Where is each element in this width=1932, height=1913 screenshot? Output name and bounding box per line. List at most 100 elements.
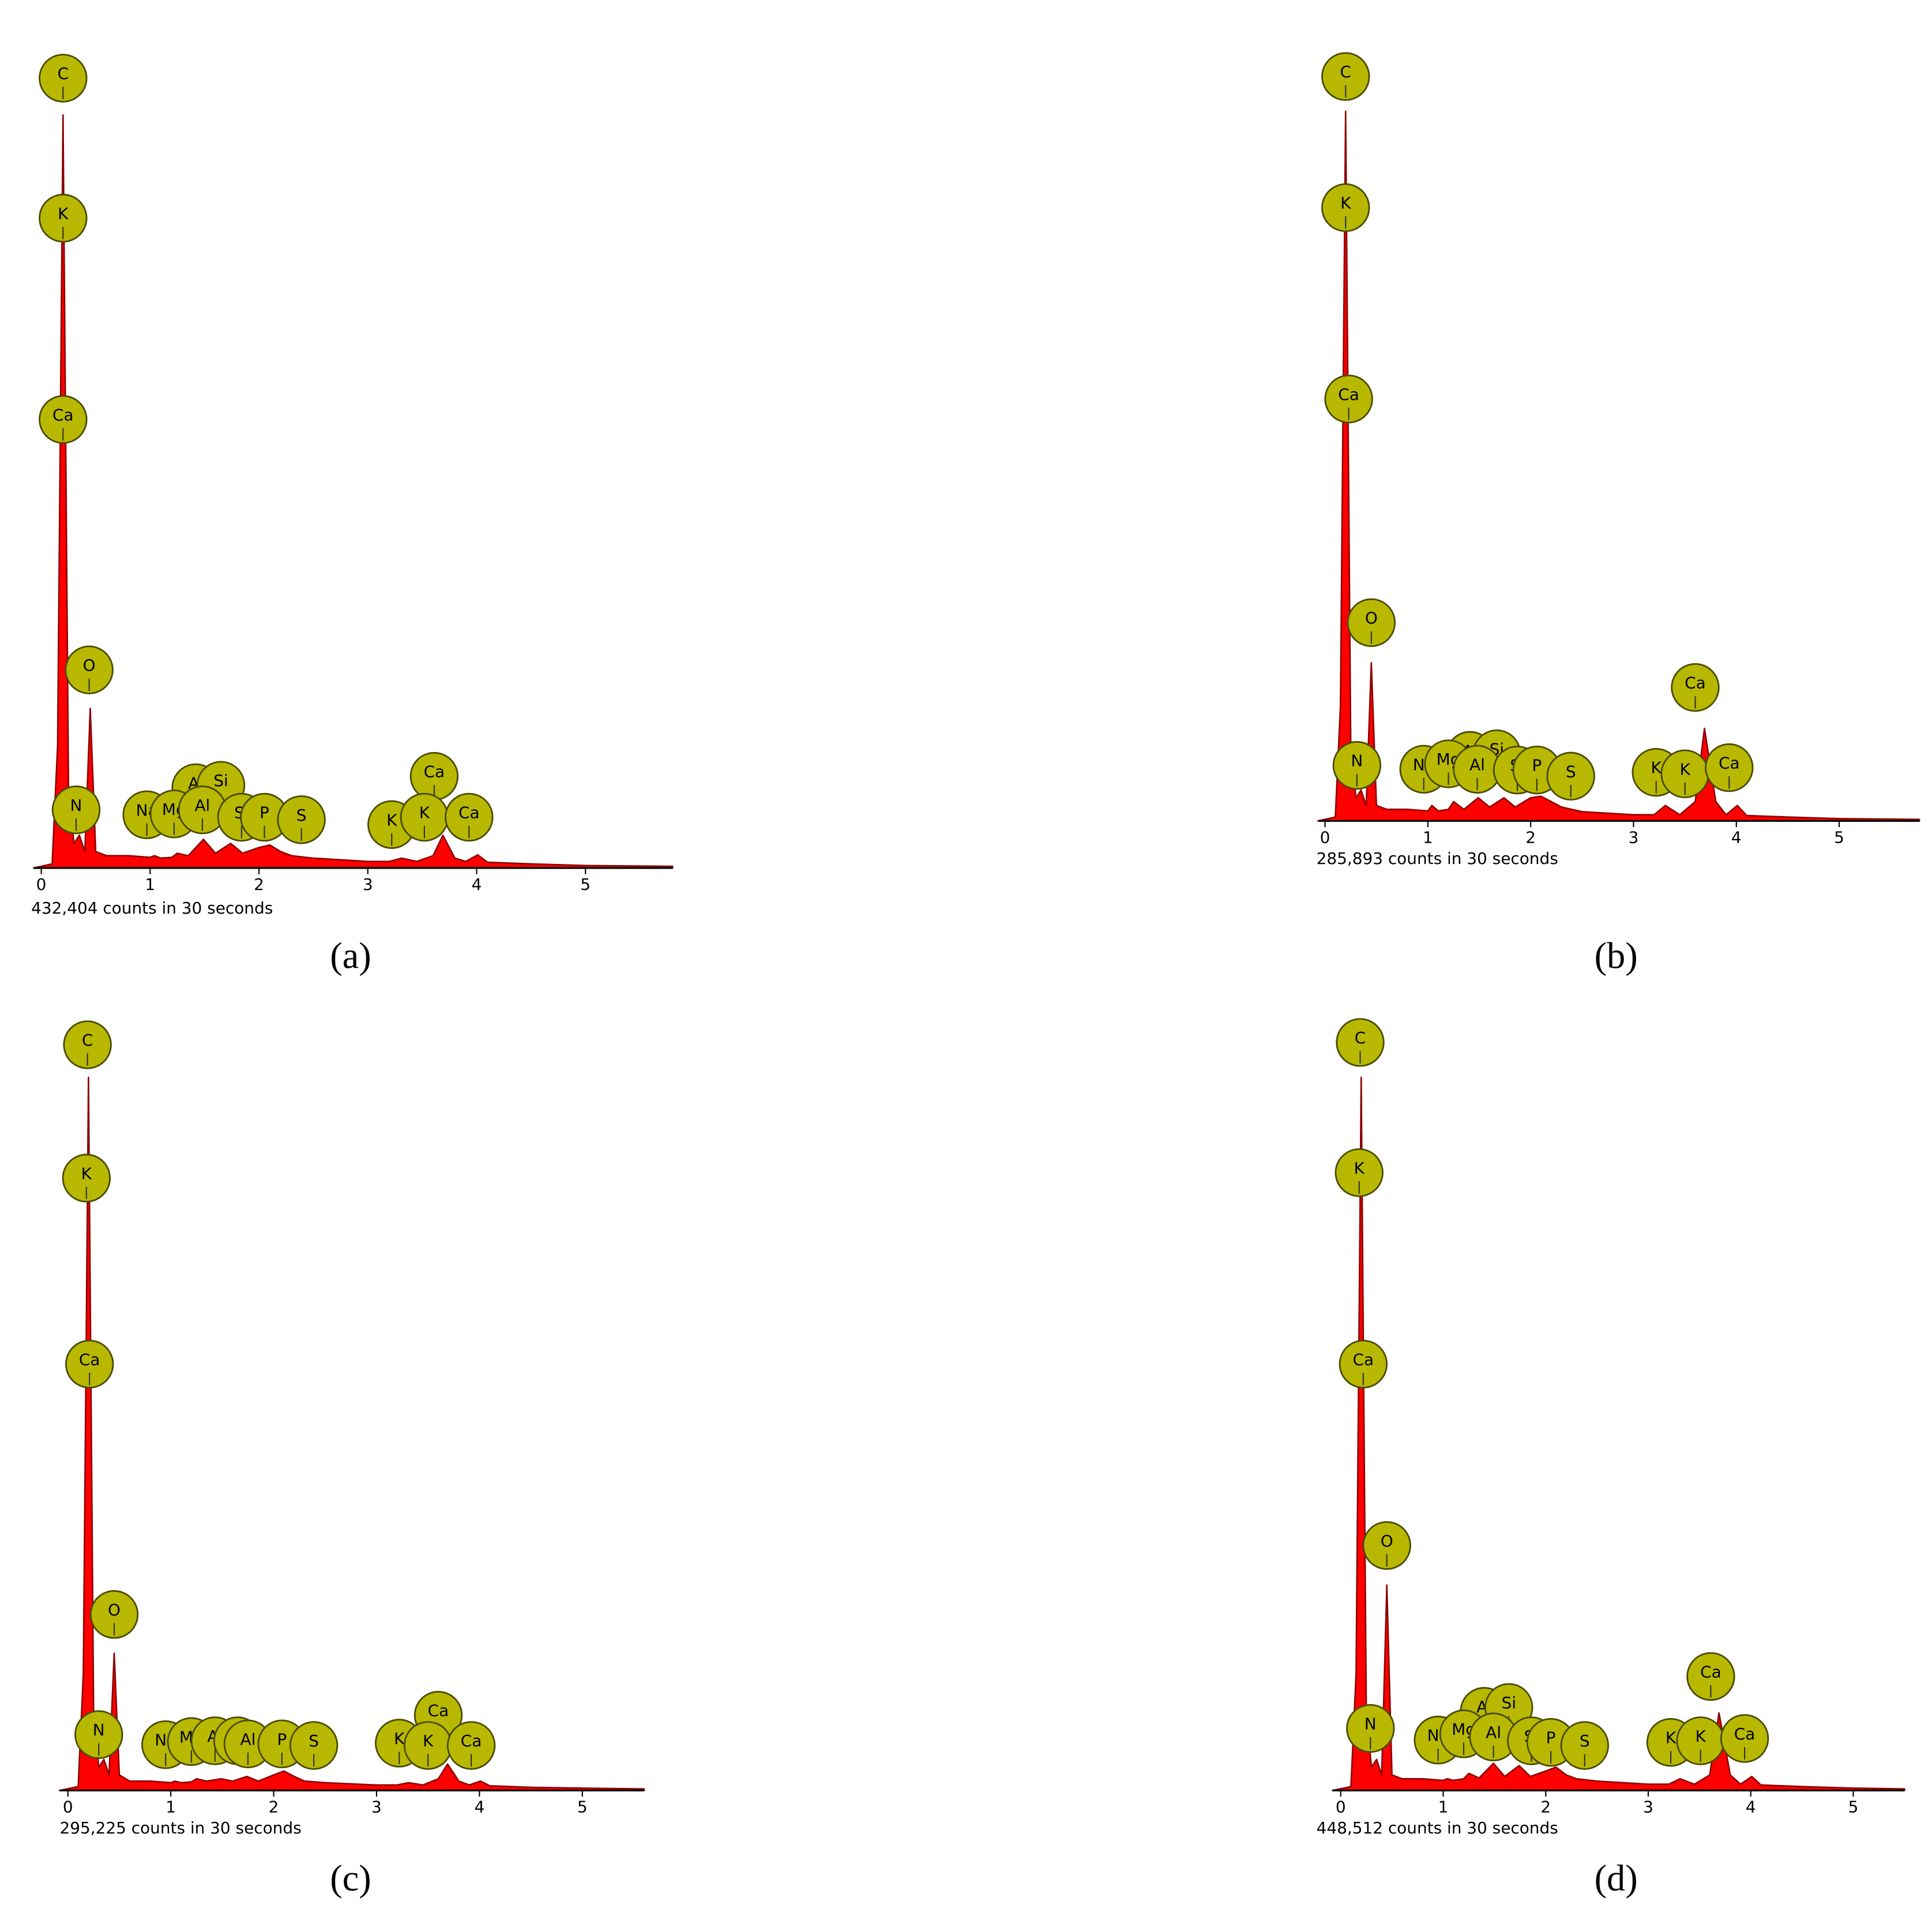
element-label: K	[1340, 194, 1351, 213]
element-label: Ca	[458, 803, 480, 822]
element-label: O	[83, 656, 96, 675]
element-label: C	[1355, 1028, 1366, 1047]
x-tick-label: 0	[36, 875, 47, 894]
element-label: K	[386, 810, 397, 829]
element-label: Ca	[428, 1701, 449, 1720]
element-marker	[1324, 374, 1373, 423]
element-label: P	[1532, 756, 1542, 775]
panel-label: (a)	[330, 935, 371, 976]
element-label: K	[81, 1164, 92, 1183]
element-marker	[65, 645, 114, 694]
element-label: C	[58, 64, 69, 83]
element-label: Ca	[52, 405, 74, 424]
element-label: P	[277, 1730, 287, 1749]
element-label: S	[309, 1731, 319, 1750]
x-tick-label: 5	[1848, 1798, 1859, 1817]
element-label: K	[1695, 1727, 1706, 1746]
element-label: O	[1381, 1531, 1393, 1550]
x-tick-label: 4	[474, 1798, 484, 1817]
x-tick-label: 3	[1643, 1798, 1653, 1817]
element-marker	[63, 1020, 112, 1069]
element-marker	[1332, 741, 1382, 790]
x-tick-label: 4	[472, 875, 482, 894]
panel-label: (c)	[330, 1858, 371, 1899]
element-marker	[445, 792, 494, 842]
x-tick-label: 0	[63, 1798, 73, 1817]
element-marker	[277, 795, 326, 844]
spectrum-area	[59, 1076, 645, 1791]
element-label: N	[1365, 1714, 1377, 1733]
x-tick-label: 1	[1438, 1798, 1449, 1817]
caption: 285,893 counts in 30 seconds	[1317, 849, 1558, 868]
element-marker	[74, 1710, 123, 1759]
element-label: Ca	[79, 1350, 100, 1369]
x-tick-label: 3	[363, 875, 373, 894]
x-tick-label: 4	[1731, 828, 1742, 847]
element-label: Si	[1501, 1693, 1516, 1712]
element-marker	[446, 1721, 496, 1770]
element-label: Al	[1469, 755, 1485, 774]
element-label: N	[93, 1720, 105, 1739]
spectrum-panel: 0 1 2 3 4 5 285,893 counts in 30 seconds (b) C K C…	[1317, 52, 1920, 976]
element-label: Ca	[461, 1731, 482, 1750]
element-marker	[1686, 1652, 1735, 1701]
element-label: S	[1566, 762, 1576, 781]
element-label: K	[1666, 1728, 1677, 1747]
x-tick-label: 3	[371, 1798, 382, 1817]
element-label: N	[70, 796, 82, 815]
x-tick-label: 2	[269, 1798, 279, 1817]
element-label: K	[423, 1731, 434, 1750]
x-tick-label: 2	[1540, 1798, 1551, 1817]
element-label: Ca	[424, 762, 445, 781]
element-label: Ca	[1685, 674, 1706, 693]
element-label: Ca	[1700, 1662, 1721, 1681]
element-label: Al	[194, 796, 210, 815]
panel-label: (d)	[1595, 1858, 1638, 1899]
element-marker	[51, 786, 101, 835]
x-tick-label: 0	[1336, 1798, 1346, 1817]
x-tick-label: 2	[254, 875, 264, 894]
spectrum-panel: 0 1 2 3 4 5 432,404 counts in 30 seconds (a) C K C…	[31, 54, 674, 976]
element-marker	[65, 1340, 114, 1389]
element-label: K	[1354, 1159, 1365, 1178]
x-tick-label: 1	[1423, 828, 1433, 847]
element-marker	[1347, 598, 1396, 647]
element-marker	[1362, 1521, 1411, 1570]
x-tick-label: 0	[1320, 828, 1330, 847]
caption: 432,404 counts in 30 seconds	[31, 899, 273, 918]
caption: 295,225 counts in 30 seconds	[59, 1818, 301, 1837]
element-marker	[1339, 1340, 1388, 1389]
element-label: N	[1351, 751, 1363, 771]
element-marker	[39, 194, 88, 243]
x-tick-label: 1	[145, 875, 155, 894]
element-marker	[1335, 1148, 1384, 1197]
element-label: O	[1365, 608, 1378, 627]
caption: 448,512 counts in 30 seconds	[1317, 1818, 1558, 1837]
element-marker	[1321, 183, 1370, 232]
element-label: S	[296, 806, 307, 825]
element-marker	[1705, 743, 1754, 792]
element-label: Al	[1486, 1723, 1501, 1742]
element-label: K	[58, 204, 69, 223]
spectrum-area	[33, 114, 674, 869]
element-label: O	[108, 1600, 121, 1619]
element-label: K	[419, 803, 430, 822]
element-marker	[1346, 1704, 1395, 1753]
x-tick-label: 5	[580, 875, 591, 894]
element-marker	[1321, 52, 1370, 101]
spectrum-area	[1332, 1076, 1905, 1791]
element-marker	[1560, 1721, 1609, 1770]
element-label: Ca	[1338, 385, 1359, 404]
element-marker	[89, 1590, 139, 1639]
element-marker	[62, 1153, 111, 1202]
x-tick-label: 2	[1525, 828, 1536, 847]
element-marker	[1546, 751, 1595, 801]
element-label: K	[1679, 760, 1690, 779]
element-label: Ca	[1353, 1350, 1374, 1369]
element-label: Ca	[1719, 754, 1740, 773]
spectrum-area	[1317, 110, 1920, 822]
element-label: P	[260, 803, 269, 822]
element-label: Ca	[1734, 1724, 1756, 1743]
